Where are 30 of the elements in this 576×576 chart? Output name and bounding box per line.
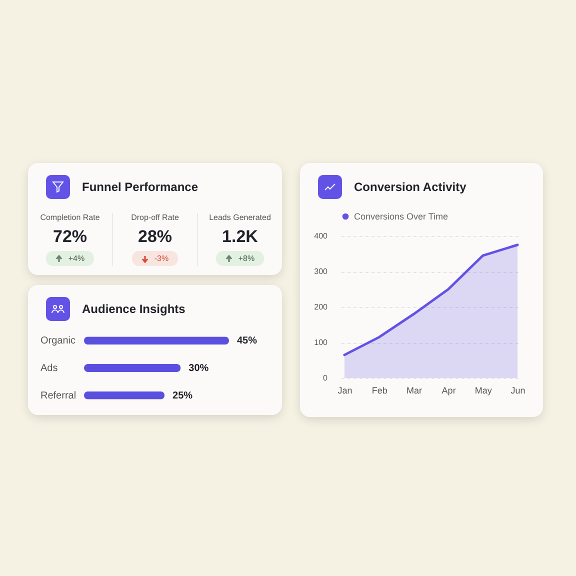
- text: Funnel Performance: [82, 180, 198, 194]
- x-tick-label: Feb: [372, 386, 388, 396]
- data-label: 30%: [188, 363, 209, 374]
- y-tick-label: 300: [314, 267, 328, 276]
- y-tick-label: Ads: [40, 363, 58, 374]
- category-label: Completion Rate: [39, 213, 101, 222]
- legend-label: Conversions Over Time: [354, 212, 448, 222]
- chart-title: Conversion Activity: [354, 180, 466, 194]
- data-label: 45%: [237, 336, 258, 347]
- text: +8%: [238, 254, 255, 263]
- y-tick-label: 100: [314, 338, 328, 347]
- x-tick-label: May: [474, 386, 492, 396]
- y-tick-label: 0: [323, 374, 328, 382]
- y-tick-label: Referral: [40, 390, 76, 402]
- y-tick-label: Organic: [40, 336, 76, 347]
- category-label: Drop-off Rate: [130, 213, 180, 222]
- x-tick-label: Jan: [338, 386, 352, 396]
- x-tick-label: Mar: [406, 386, 422, 396]
- chart-title: Audience Insights: [82, 302, 186, 316]
- text: 1.2K: [222, 227, 258, 246]
- x-tick-label: Apr: [442, 386, 456, 396]
- text: -3%: [154, 254, 169, 263]
- y-tick-label: 200: [314, 302, 328, 312]
- text: 72%: [52, 227, 88, 246]
- x-tick-label: Jun: [510, 386, 526, 396]
- category-label: Leads Generated: [208, 213, 272, 222]
- y-tick-label: 400: [314, 232, 328, 240]
- data-label: 25%: [172, 390, 193, 402]
- text: 28%: [138, 227, 172, 246]
- text: +4%: [68, 254, 85, 263]
